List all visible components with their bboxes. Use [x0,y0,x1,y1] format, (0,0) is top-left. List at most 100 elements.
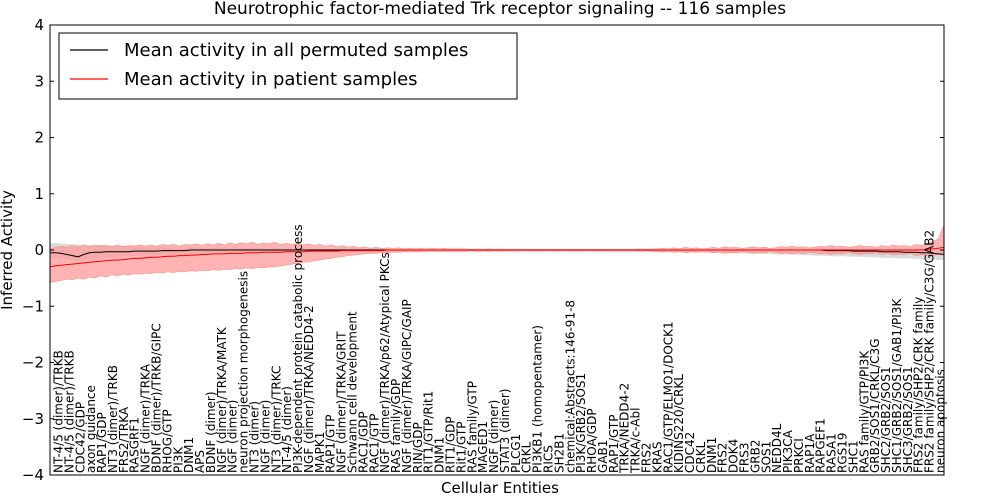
x-tick-label: TRKA/c-Abl [629,408,643,474]
x-tick-label: RAP1/GDP [95,412,109,473]
x-tick-label: MAGED1 [476,421,490,473]
x-tick-label: NGF (dimer) [226,400,240,473]
x-tick-label: FRS3 [738,443,752,474]
x-tick-label: RIT1/GDP [444,416,458,473]
x-tick-label: NGF (dimer)/TRKA/p62/Atypical PKCs [378,252,392,473]
x-tick-label: RASA1 [825,433,839,473]
y-axis-label: Inferred Activity [0,190,16,310]
x-tick-label: KIDINS220/CRKL [672,374,686,473]
x-axis-label: Cellular Entities [441,479,559,497]
x-tick-label: BDNF (dimer)/TRKB/GIPC [150,323,164,473]
x-tick-label: RAS family/GTP/PI3K [857,350,871,473]
x-tick-label: PRKCI [792,438,806,473]
x-tick-label: PI3K [171,446,185,473]
x-tick-label: NGF (dimer)/TRKA/GRIT [335,331,349,473]
x-tick-label: DNM1 [433,437,447,473]
y-tick-label: −1 [22,297,44,315]
x-tick-label: NT-4/5 (dimer)/TRKB [62,350,76,473]
x-tick-label: NT3 (dimer)/TRKB [106,365,120,473]
x-tick-label: NGF (dimer)/TRKA [139,363,153,473]
x-tick-label: RHOA/GDP [585,408,599,473]
x-tick-label: GRB2 [748,439,762,473]
legend-label-permuted: Mean activity in all permuted samples [124,40,468,61]
x-tick-label: GRB2/SOS1/CRKL/C3G [868,339,882,474]
x-tick-label: NT-4/5 (dimer) [280,386,294,473]
x-tick-label: PI3KB1 (homopentamer) [531,325,545,473]
legend-box [58,32,518,100]
x-tick-label: NGF (dimer)/TRKA/NEDD4-2 [302,305,316,473]
x-tick-label: NT3 (dimer)/TRKC [269,366,283,473]
x-tick-label: CRKL [694,441,708,473]
y-tick-label: 2 [34,129,44,147]
x-tick-label: RGS19 [836,432,850,473]
x-tick-label: NGF (dimer)/TRKA/GIPC/GAIP [400,299,414,473]
x-tick-label: DNM1 [705,437,719,473]
x-tick-label: RAP1/GTP [607,415,621,473]
x-tick-label: MAPK1 [313,432,327,473]
x-tick-label: SHC3/GRB2/SOS1 [901,366,915,473]
y-tick-label: 3 [34,72,44,90]
x-tick-label: FRS2 family/SHP2/CRK family/C3G/GAB2 [923,230,937,473]
x-tick-label: KRAS [650,441,664,473]
x-tick-label: RIN/GDP [411,422,425,473]
x-tick-label: FRS2 [716,442,730,473]
x-tick-label: SH2B1 [552,433,566,473]
y-tick-label: 4 [34,16,44,34]
x-tick-label: SHC1 [846,440,860,473]
x-tick-label: RAS family/GTP [465,381,479,473]
x-tick-label: NGF (dimer) [258,400,272,473]
x-tick-label: Rit1/GTP [454,422,468,474]
x-tick-label: RAPGEF1 [814,418,828,473]
x-tick-label: RAP1A [803,433,817,473]
y-tick-label: −2 [22,354,44,372]
y-tick-label: 1 [34,185,44,203]
x-tick-label: chemical:Abstracts:146-91-8 [563,300,577,473]
y-tick-label: −3 [22,410,44,428]
legend-label-patient: Mean activity in patient samples [124,69,418,90]
chart-title: Neurotrophic factor-mediated Trk recepto… [214,0,786,19]
x-tick-label: RAP1/GTP [324,415,338,473]
x-tick-label: FRS2/TRKA [117,406,131,473]
permuted-band [50,243,944,262]
x-tick-label: CRKL [520,441,534,473]
x-tick-label: DNM1 [182,437,196,473]
x-tick-label: RASGRF1 [128,417,142,473]
x-tick-label: PIK3CA [781,429,795,473]
x-tick-label: APS [193,450,207,473]
y-tick-label: −4 [22,466,44,484]
x-tick-label: GAB1 [596,440,610,473]
x-tick-label: FRS2 family/SHP2/CRK family [912,297,926,473]
x-tick-label: TRKA/NEDD4-2 [618,383,632,474]
x-tick-label: SOS1 [759,441,773,473]
x-tick-label: PI3K/GRB2/SOS1 [574,373,588,473]
x-tick-label: SHC2/GRB2/SOS1 [879,366,893,473]
x-tick-label: NGF (dimer) [487,400,501,473]
x-tick-label: RAC1/GTP [367,414,381,473]
x-tick-label: Schwann cell development [346,311,360,473]
patient-mean-line [49,246,945,268]
y-tick-label: 0 [34,241,44,259]
x-tick-label: NEDD4L [770,423,784,473]
x-tick-label: NT-4/5 (dimer)/TRKB [52,350,66,473]
x-tick-label: axon guidance [84,385,98,473]
x-tick-label: SHC1/GRB2/SOS1/GAB1/PI3K [890,298,904,473]
x-tick-label: STAT3 (dimer) [498,389,512,473]
x-tick-label: RHOG/GTP [160,409,174,473]
x-tick-label: BDNF (dimer) [204,391,218,473]
x-tick-label: CDC42/GDP [73,402,87,473]
x-tick-label: RAS family/GDP [389,379,403,473]
x-tick-label: RICS [542,445,556,473]
x-tick-label: PI3K-dependent protein catabolic process [291,224,305,473]
x-tick-label: NGF (dimer)/TRKA/MATK [215,326,229,473]
legend: Mean activity in all permuted samples Me… [58,32,518,100]
x-tick-label: CDC42 [683,432,697,473]
x-tick-label: NT3 (dimer) [248,401,262,473]
x-tick-label: DOK4 [727,439,741,473]
x-tick-label: RAC1/GTP/ELMO1/DOCK1 [661,321,675,473]
x-tick-label: RAC1/GDP [356,411,370,473]
x-tick-label: RIT1/GTP/Rit1 [422,391,436,473]
x-tick-label: FRS2 [640,443,654,474]
x-tick-label: neuron apoptosis [934,369,948,473]
x-tick-label: PLCG1 [509,434,523,473]
